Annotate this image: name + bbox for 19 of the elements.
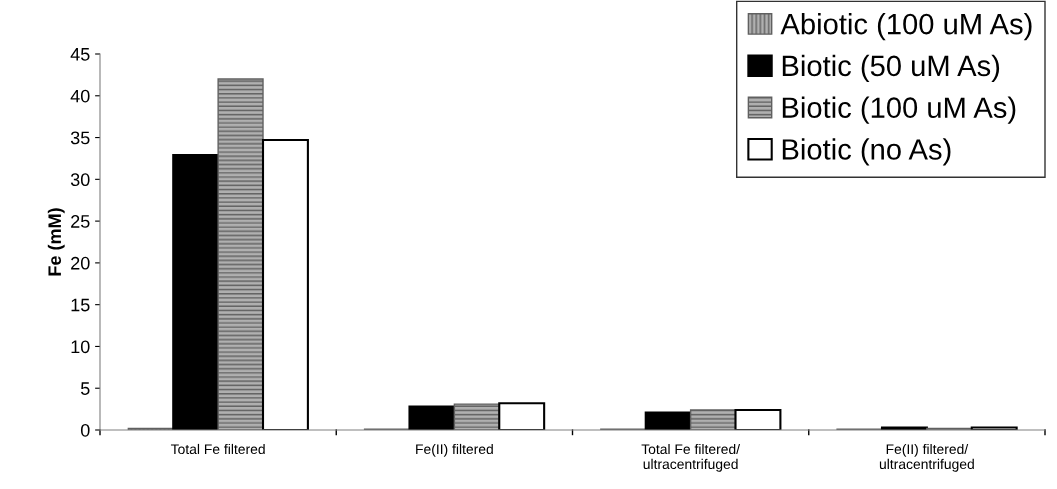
x-tick-label: Total Fe filtered/ ultracentrifuged xyxy=(641,443,741,472)
legend-label: Biotic (100 uM As) xyxy=(782,96,1016,124)
y-tick-label: 35 xyxy=(70,131,90,145)
x-tick-label: Fe(II) filtered xyxy=(416,443,493,457)
x-tick-label: Fe(II) filtered/ ultracentrifuged xyxy=(879,443,974,472)
y-tick-label: 40 xyxy=(70,89,90,103)
y-tick-label: 25 xyxy=(71,215,90,228)
y-tick-label: 0 xyxy=(80,423,90,437)
legend-label: Biotic (50 uM As) xyxy=(782,54,1000,82)
y-tick-label: 30 xyxy=(70,173,90,187)
y-tick-label: 20 xyxy=(71,256,90,270)
y-tick-label: 5 xyxy=(80,382,90,395)
legend-label: Abiotic (100 uM As) xyxy=(780,13,1032,41)
y-tick-label: 10 xyxy=(71,340,90,354)
y-tick-label: 15 xyxy=(71,298,90,312)
y-tick-label: 45 xyxy=(70,48,90,61)
legend-label: Biotic (no As) xyxy=(782,138,951,166)
y-axis-title: Fe (mM) xyxy=(47,208,65,276)
x-tick-label: Total Fe filtered xyxy=(170,443,265,455)
